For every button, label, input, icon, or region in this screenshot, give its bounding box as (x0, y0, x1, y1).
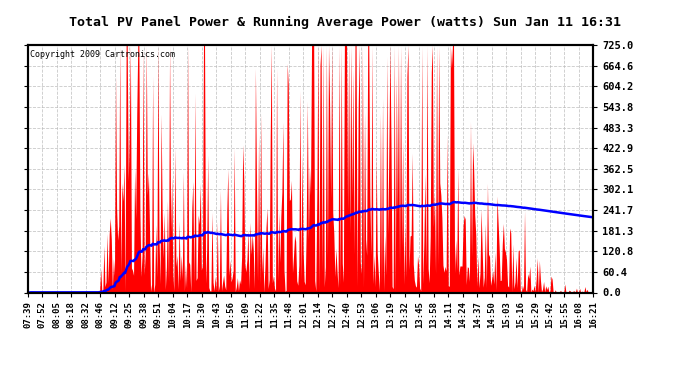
Text: Total PV Panel Power & Running Average Power (watts) Sun Jan 11 16:31: Total PV Panel Power & Running Average P… (69, 16, 621, 29)
Text: Copyright 2009 Cartronics.com: Copyright 2009 Cartronics.com (30, 50, 175, 59)
